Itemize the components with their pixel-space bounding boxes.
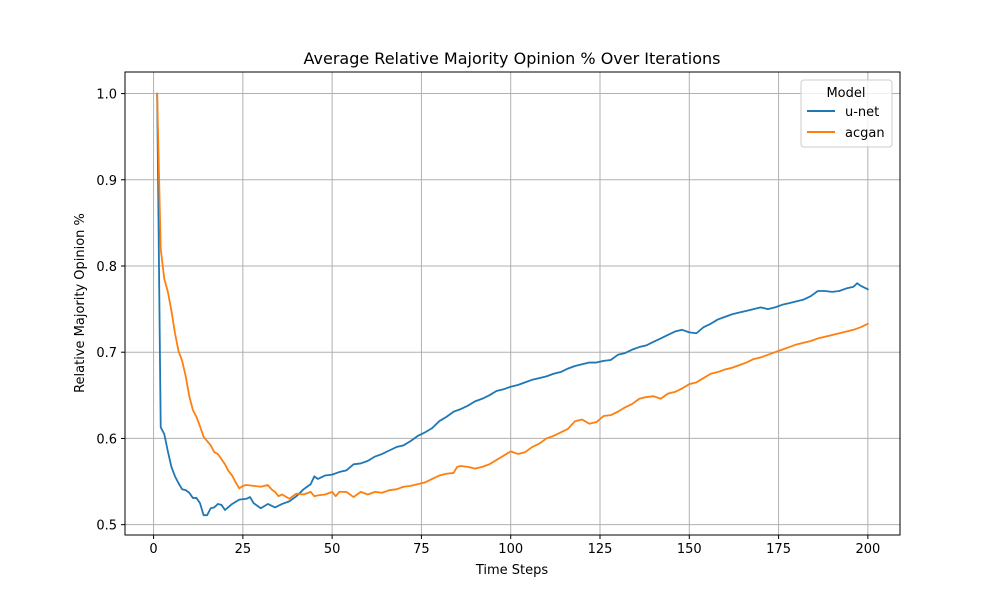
x-tick-label: 50: [324, 542, 341, 557]
y-tick-label: 0.6: [96, 432, 117, 447]
y-axis-label: Relative Majority Opinion %: [73, 213, 88, 393]
series-line-u-net: [156, 92, 869, 517]
x-axis-label: Time Steps: [475, 563, 549, 578]
x-tick-label: 150: [677, 542, 702, 557]
series-line-acgan: [156, 92, 869, 500]
x-tick-label: 0: [149, 542, 157, 557]
x-tick-label: 125: [588, 542, 613, 557]
y-axis: 0.5 0.6 0.7 0.8 0.9 1.0: [96, 88, 125, 534]
x-tick-label: 200: [855, 542, 880, 557]
legend-label-acgan: acgan: [845, 126, 885, 141]
x-tick-label: 100: [498, 542, 523, 557]
y-tick-label: 1.0: [96, 88, 117, 103]
x-tick-label: 175: [766, 542, 791, 557]
grid: [125, 72, 900, 535]
plot-frame: [124, 71, 901, 536]
x-tick-label: 75: [413, 542, 430, 557]
x-axis: 0 25 50 75 100 125 150 175 200: [149, 535, 880, 557]
legend-box: [800, 79, 893, 148]
y-tick-label: 0.7: [96, 346, 117, 361]
series-lines: [156, 92, 869, 517]
y-tick-label: 0.8: [96, 260, 117, 275]
legend: Model u-net acgan: [800, 79, 893, 148]
y-tick-label: 0.9: [96, 174, 117, 189]
legend-label-u-net: u-net: [845, 105, 879, 120]
y-tick-label: 0.5: [96, 519, 117, 534]
chart-title: Average Relative Majority Opinion % Over…: [304, 49, 721, 68]
x-tick-label: 25: [235, 542, 252, 557]
legend-title: Model: [826, 86, 865, 101]
